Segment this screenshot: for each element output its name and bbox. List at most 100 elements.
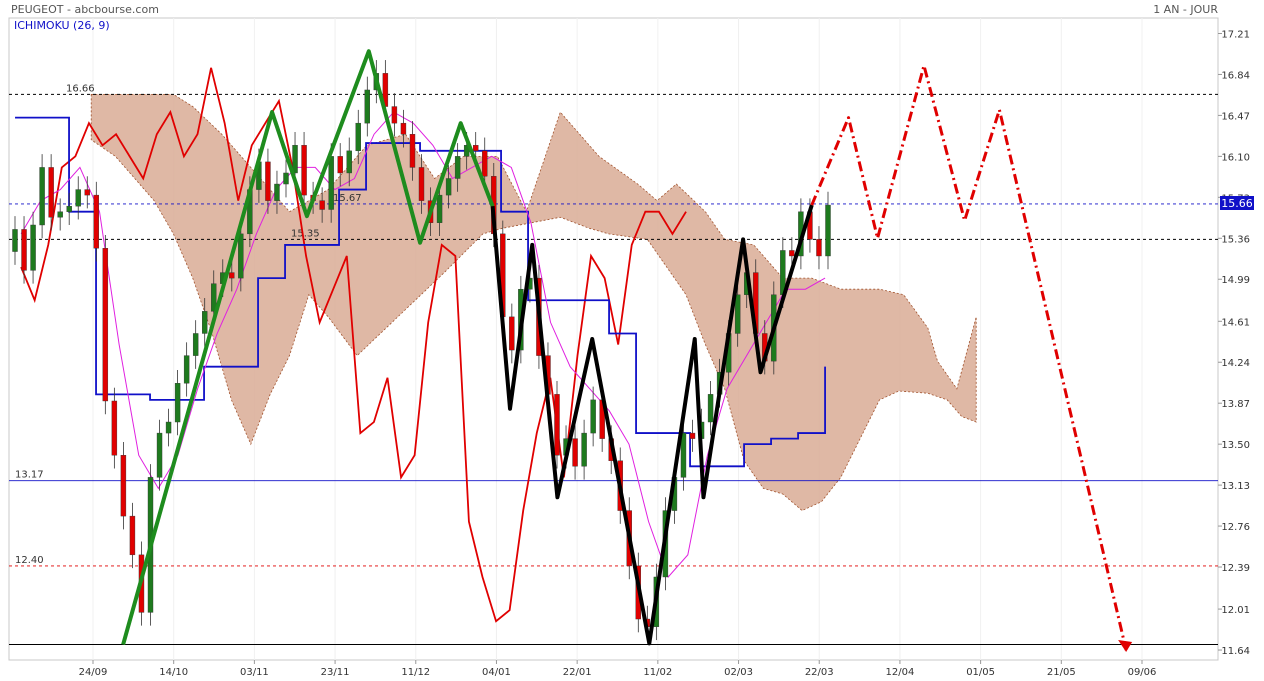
candle-body — [680, 432, 687, 478]
x-tick-label: 02/03 — [724, 667, 753, 678]
y-tick-label: 13.50 — [1221, 440, 1250, 451]
candle-body — [572, 438, 578, 467]
current-price-label: 15.66 — [1221, 197, 1253, 210]
y-tick-label: 14.99 — [1221, 275, 1250, 286]
x-tick-label: 03/11 — [240, 667, 269, 678]
candle-body — [463, 145, 470, 157]
candle-body — [102, 248, 109, 402]
candle-body — [346, 150, 352, 174]
candle-body — [165, 421, 172, 434]
candle-body — [48, 167, 54, 218]
zigzag-green-line — [121, 49, 495, 646]
candle-body — [734, 294, 741, 334]
level-label: 13.17 — [15, 470, 44, 481]
y-tick-label: 16.47 — [1221, 111, 1250, 122]
candle-body — [789, 250, 795, 257]
candle-body — [825, 204, 831, 257]
candle-body — [436, 194, 443, 223]
candle-body — [66, 205, 72, 212]
candle-body — [364, 89, 370, 124]
candle-body — [482, 150, 488, 177]
x-tick-label: 21/05 — [1047, 667, 1076, 678]
candle-body — [192, 333, 199, 356]
candle-body — [400, 122, 407, 135]
candle-body — [328, 156, 334, 210]
y-tick-label: 12.01 — [1221, 605, 1250, 616]
candle-body — [283, 172, 289, 185]
level-label: 16.66 — [66, 83, 95, 94]
x-tick-label: 22/01 — [563, 667, 592, 678]
y-tick-label: 14.24 — [1221, 358, 1250, 369]
candle-body — [707, 394, 714, 423]
candle-body — [319, 200, 325, 210]
y-tick-label: 15.36 — [1221, 234, 1250, 245]
indicator-label: ICHIMOKU (26, 9) — [14, 19, 110, 32]
candle-body — [84, 189, 90, 196]
level-label: 15.67 — [333, 193, 362, 204]
level-label: 12.40 — [15, 555, 44, 566]
candle-body — [156, 432, 163, 478]
candle-body — [409, 134, 416, 168]
candle-body — [590, 399, 596, 434]
x-tick-label: 04/01 — [482, 667, 511, 678]
drawn-patterns — [121, 49, 1133, 653]
cloud-area — [90, 93, 977, 512]
x-tick-label: 09/06 — [1128, 667, 1157, 678]
candle-body — [445, 178, 452, 196]
candle-body — [39, 167, 45, 226]
candle-body — [274, 183, 280, 201]
candle-body — [12, 229, 18, 252]
kijun-sen-line — [15, 116, 826, 468]
candle-body — [21, 229, 27, 271]
zigzag-black-line — [490, 204, 814, 646]
candle-body — [689, 432, 696, 439]
candle-body — [337, 156, 343, 174]
x-tick-label: 11/12 — [401, 667, 430, 678]
candle-body — [57, 211, 63, 218]
y-tick-label: 11.64 — [1221, 646, 1250, 657]
candle-body — [211, 283, 217, 312]
projection-arrowhead — [1118, 640, 1133, 653]
candle-body — [238, 233, 244, 279]
y-axis: 17.2116.8416.4716.1015.7315.3614.9914.61… — [1218, 29, 1250, 657]
y-tick-label: 13.87 — [1221, 399, 1250, 410]
level-lines: 16.66 15.67 15.35 13.17 12.40 — [9, 83, 1218, 645]
x-tick-label: 11/02 — [643, 667, 672, 678]
candle-body — [418, 167, 425, 201]
candle-body — [93, 194, 100, 249]
candle-body — [554, 394, 560, 456]
y-tick-label: 16.84 — [1221, 70, 1250, 81]
y-tick-label: 12.76 — [1221, 522, 1250, 533]
x-tick-label: 24/09 — [79, 667, 108, 678]
candle-body — [509, 316, 515, 351]
ichimoku-cloud — [90, 93, 977, 512]
chikou-span-line — [20, 67, 687, 623]
y-tick-label: 14.61 — [1221, 317, 1250, 328]
candle-body — [355, 122, 361, 152]
y-tick-label: 17.21 — [1221, 29, 1250, 40]
y-tick-label: 13.13 — [1221, 481, 1250, 492]
candle-body — [301, 145, 307, 196]
x-axis: 24/09 14/10 03/11 23/11 11/12 04/01 22/01 11/02… — [79, 660, 1157, 678]
period-label[interactable]: 1 AN - JOUR — [1153, 3, 1218, 16]
candle-body — [75, 189, 81, 207]
candle-body — [30, 224, 36, 271]
candle-body — [183, 355, 190, 384]
candle-body — [473, 145, 479, 152]
level-label: 15.35 — [291, 228, 320, 239]
candle-body — [129, 515, 136, 556]
candle-body — [265, 161, 271, 201]
candle-body — [229, 272, 235, 279]
x-tick-label: 23/11 — [321, 667, 350, 678]
candle-body — [581, 432, 587, 467]
x-tick-label: 22/03 — [805, 667, 834, 678]
projection-dashdot-line — [810, 64, 1128, 651]
x-tick-label: 14/10 — [159, 667, 188, 678]
indicator-lines — [15, 67, 826, 623]
candle-body — [454, 156, 461, 179]
x-tick-label: 12/04 — [886, 667, 915, 678]
y-tick-label: 12.39 — [1221, 563, 1250, 574]
current-price-box — [1220, 196, 1254, 210]
candle-body — [816, 239, 822, 257]
